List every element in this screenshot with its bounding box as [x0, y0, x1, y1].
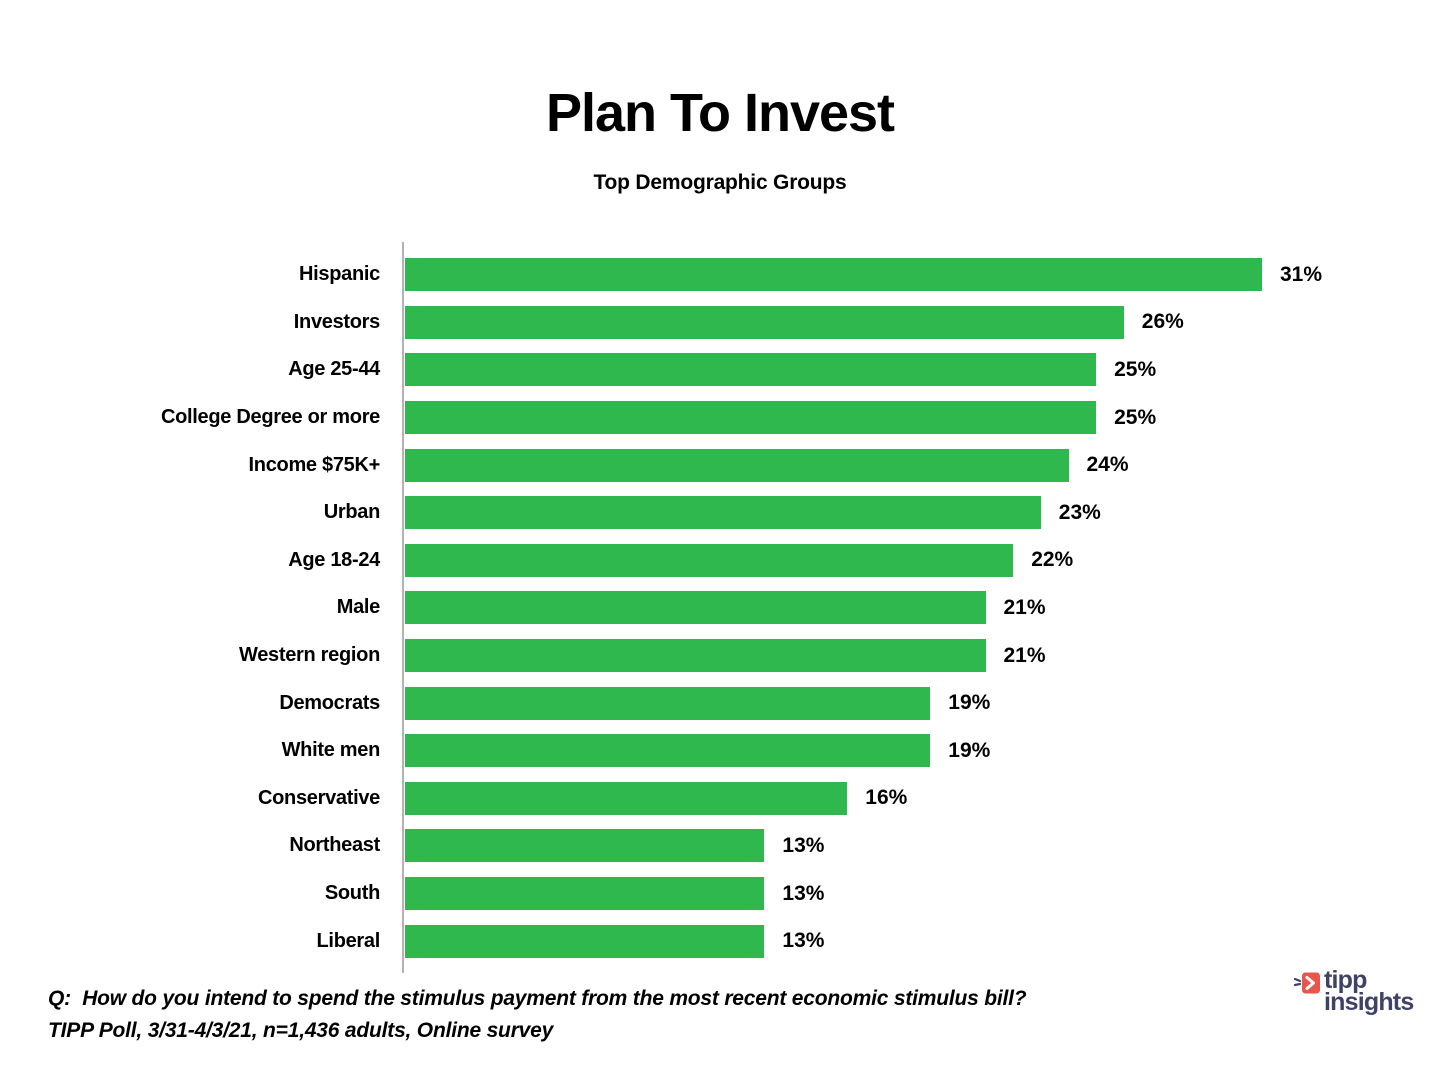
data-bar [405, 401, 1097, 435]
bar-area: 26% [405, 305, 1184, 339]
category-label: College Degree or more [160, 406, 380, 429]
chart-row: South 13% [0, 870, 1440, 918]
data-bar [405, 781, 848, 815]
chart-row: Investors 26% [0, 299, 1440, 347]
value-label: 23% [1058, 500, 1101, 524]
category-label: Urban [323, 501, 381, 524]
data-bar [405, 305, 1124, 339]
page-title: Plan To Invest [545, 83, 895, 143]
bar-area: 16% [405, 781, 908, 815]
footer-note: Q: How do you intend to spend the stimul… [48, 983, 1248, 1047]
tipp-logo-icon [1293, 972, 1321, 1001]
bar-area: 13% [405, 829, 825, 863]
category-label: Liberal [316, 929, 381, 952]
value-label: 16% [865, 786, 908, 810]
value-label: 25% [1114, 405, 1157, 429]
tipp-logo-text: tipp insights [1324, 966, 1414, 1016]
bar-area: 13% [405, 924, 825, 958]
category-label: Western region [238, 644, 380, 667]
footer-source: TIPP Poll, 3/31-4/3/21, n=1,436 adults, … [48, 1018, 554, 1042]
data-bar [405, 591, 986, 625]
value-label: 19% [948, 738, 991, 762]
value-label: 22% [1031, 548, 1074, 572]
data-bar [405, 353, 1097, 387]
category-label: Hispanic [299, 263, 380, 286]
chart-row: College Degree or more 25% [0, 394, 1440, 442]
value-label: 21% [1003, 595, 1046, 619]
chart-row: Hispanic 31% [0, 251, 1440, 299]
chart-row: Northeast 13% [0, 822, 1440, 870]
chart-row: Age 25-44 25% [0, 346, 1440, 394]
data-bar [405, 924, 765, 958]
category-label: Income $75K+ [248, 453, 381, 476]
bar-area: 25% [405, 353, 1157, 387]
bar-area: 19% [405, 686, 991, 720]
tipp-logo-line2: insights [1324, 988, 1414, 1016]
data-bar [405, 877, 765, 911]
value-label: 24% [1086, 453, 1129, 477]
chart-row: Income $75K+ 24% [0, 441, 1440, 489]
chart-row: Democrats 19% [0, 679, 1440, 727]
data-bar [405, 686, 931, 720]
value-label: 19% [948, 691, 991, 715]
category-label: South [324, 882, 380, 905]
chart-row: Western region 21% [0, 632, 1440, 680]
chart-rows: Hispanic 31% Investors 26% Age 25-44 25% Colle… [0, 251, 1440, 965]
bar-area: 19% [405, 734, 991, 768]
chart-row: Male 21% [0, 584, 1440, 632]
bar-area: 21% [405, 639, 1046, 673]
value-label: 21% [1003, 643, 1046, 667]
chart-row: Urban 23% [0, 489, 1440, 537]
bar-area: 23% [405, 496, 1101, 530]
data-bar [405, 734, 931, 768]
category-label: Investors [293, 310, 381, 333]
tipp-insights-logo: tipp insights [1293, 966, 1414, 1016]
page-subtitle: Top Demographic Groups [593, 171, 847, 194]
data-bar [405, 496, 1041, 530]
y-axis-line [402, 242, 404, 973]
category-label: Northeast [289, 834, 380, 857]
value-label: 13% [782, 929, 825, 953]
data-bar [405, 543, 1014, 577]
data-bar [405, 829, 765, 863]
footer-question: Q: How do you intend to spend the stimul… [48, 987, 1027, 1010]
bar-area: 21% [405, 591, 1046, 625]
chart-row: Liberal 13% [0, 917, 1440, 965]
bar-area: 24% [405, 448, 1129, 482]
bar-area: 25% [405, 401, 1157, 435]
category-label: Male [336, 596, 381, 619]
category-label: Age 25-44 [288, 358, 380, 381]
data-bar [405, 639, 986, 673]
chart-row: Age 18-24 22% [0, 537, 1440, 585]
tipp-logo-line1: tipp [1324, 966, 1367, 994]
value-label: 13% [782, 881, 825, 905]
chart-row: White men 19% [0, 727, 1440, 775]
bar-area: 31% [405, 258, 1323, 292]
category-label: Democrats [279, 691, 380, 714]
category-label: White men [281, 739, 381, 762]
value-label: 26% [1141, 310, 1184, 334]
bar-area: 13% [405, 877, 825, 911]
category-label: Conservative [257, 786, 380, 809]
chart-row: Conservative 16% [0, 775, 1440, 823]
value-label: 13% [782, 833, 825, 857]
bar-area: 22% [405, 543, 1074, 577]
value-label: 31% [1280, 262, 1323, 286]
value-label: 25% [1114, 357, 1157, 381]
category-label: Age 18-24 [288, 548, 380, 571]
data-bar [405, 258, 1262, 292]
data-bar [405, 448, 1069, 482]
